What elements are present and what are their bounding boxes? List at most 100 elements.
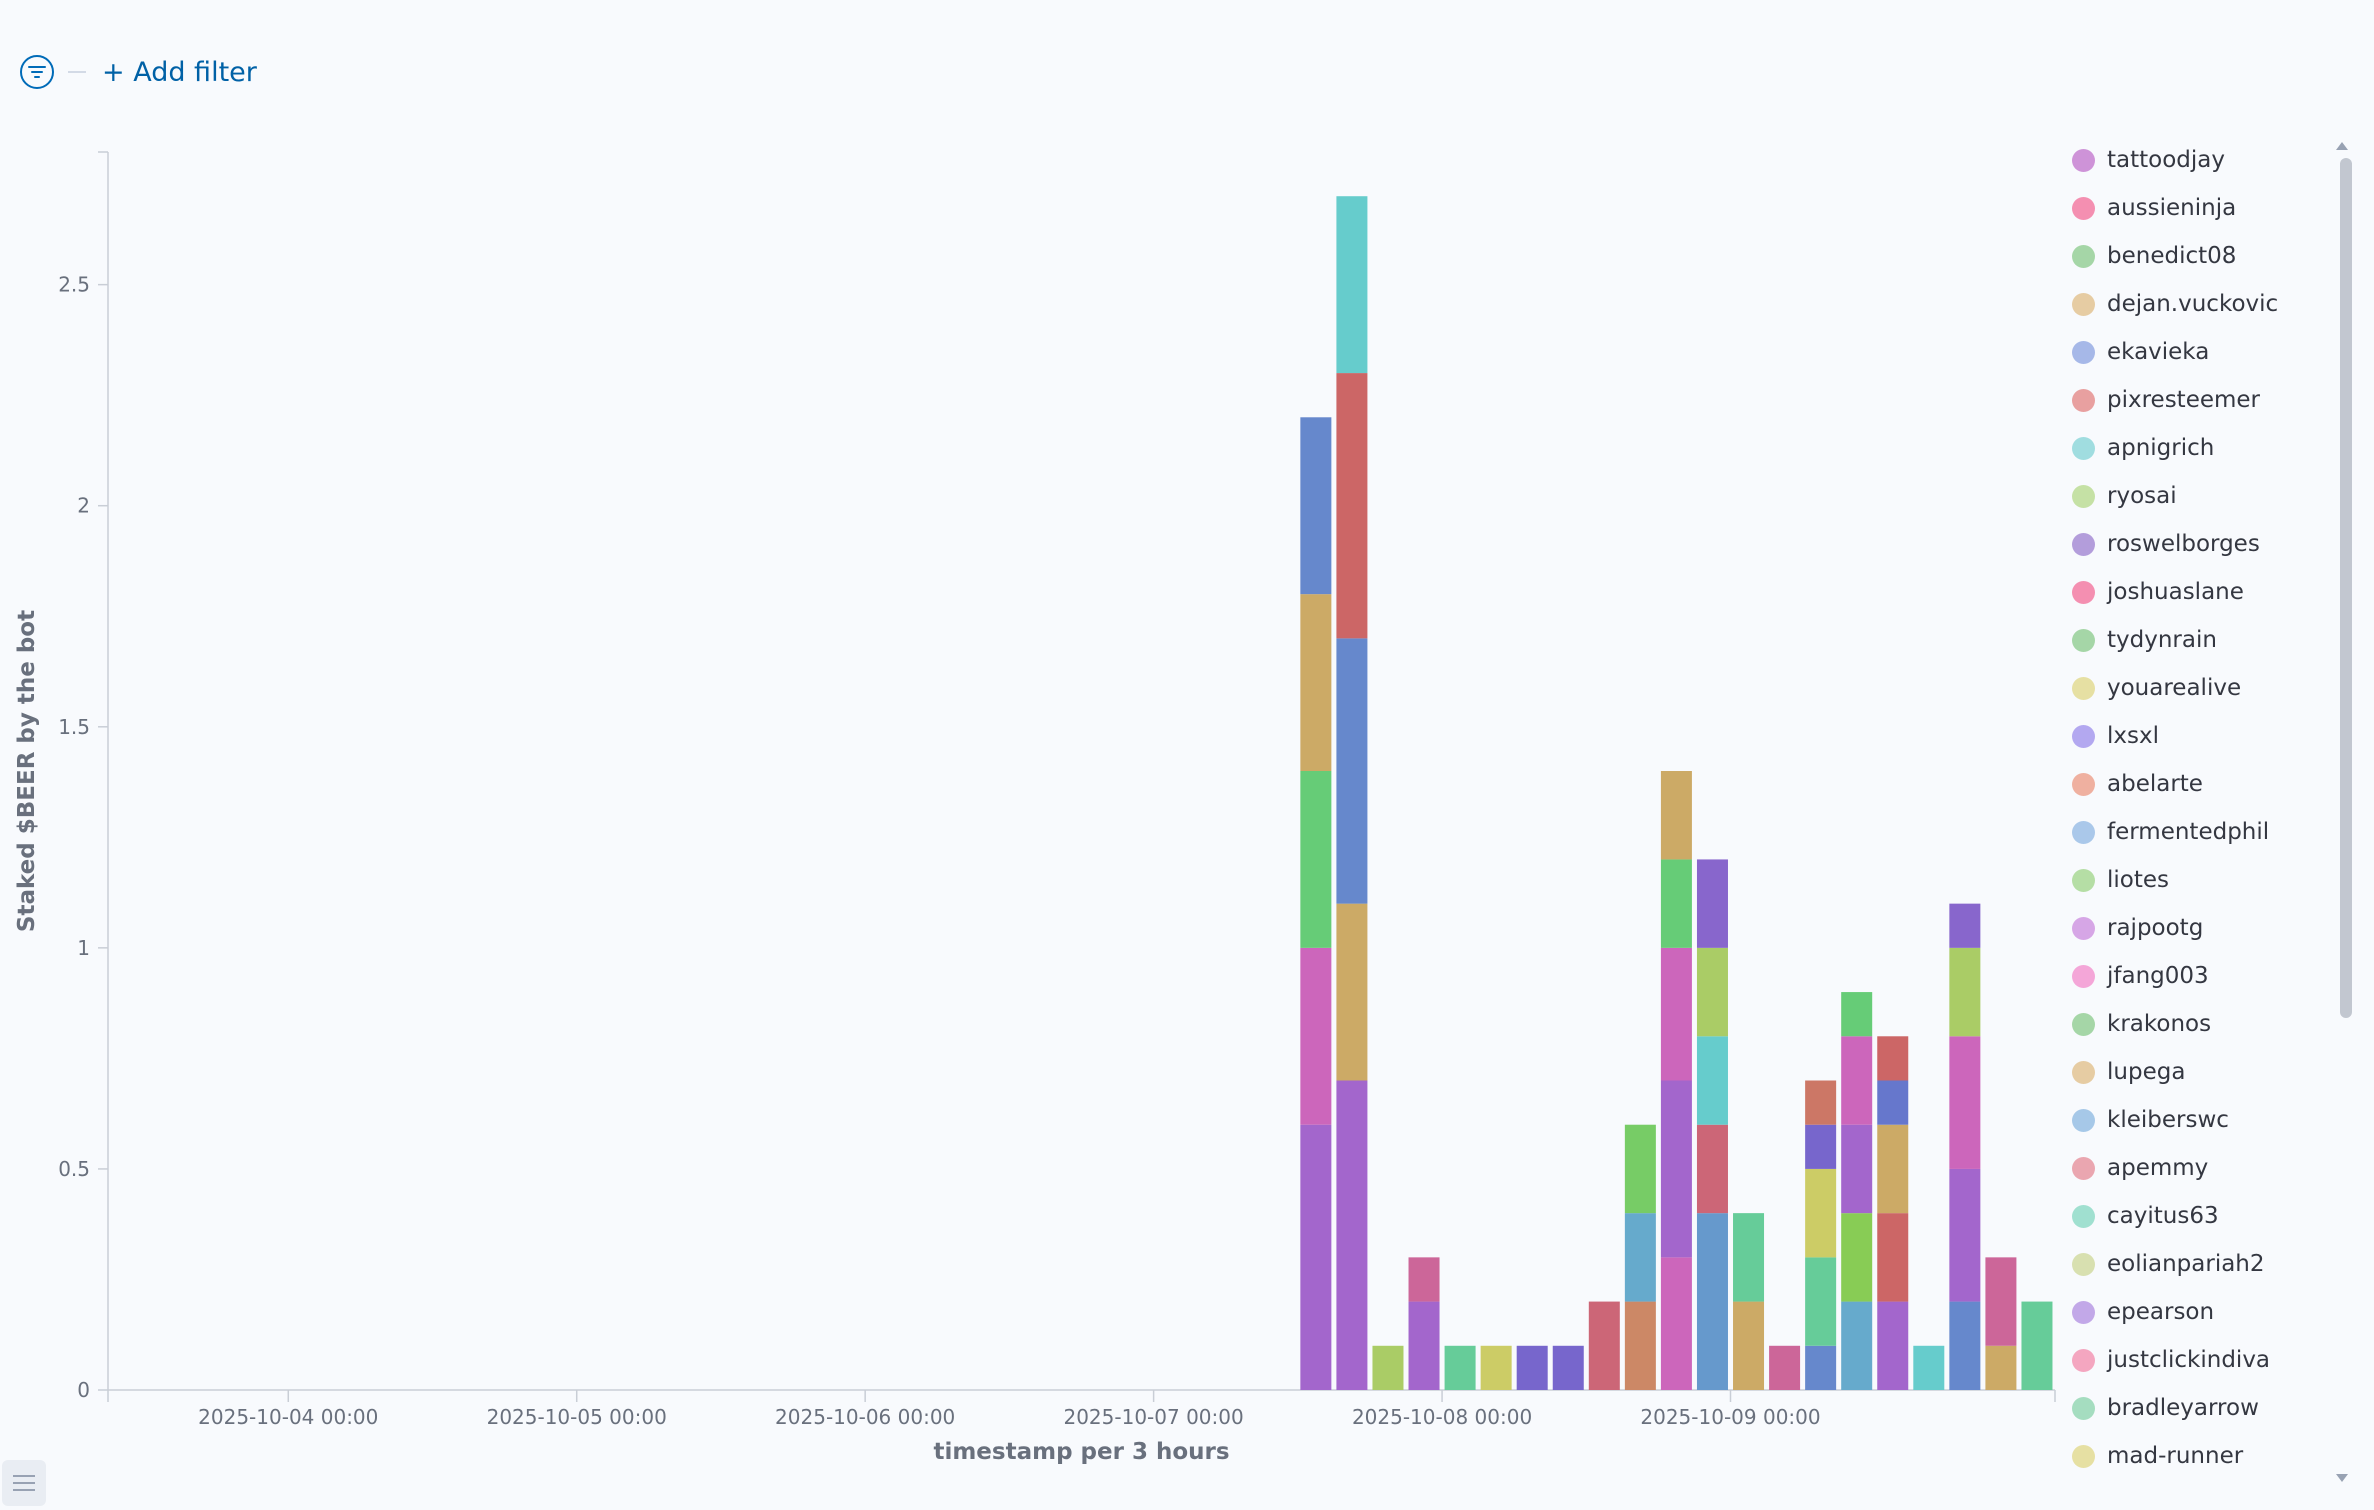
legend-item[interactable]: youarealive — [2060, 668, 2241, 708]
legend-item[interactable]: dejan.vuckovic — [2060, 284, 2278, 324]
bar-segment[interactable] — [1336, 373, 1368, 639]
bar-segment[interactable] — [1805, 1257, 1837, 1346]
bar-segment[interactable] — [2021, 1301, 2053, 1390]
bar-segment[interactable] — [1300, 417, 1332, 595]
bar-segment[interactable] — [1733, 1301, 1765, 1390]
bar-segment[interactable] — [1696, 1213, 1728, 1390]
legend-item[interactable]: epearson — [2060, 1292, 2214, 1332]
legend-item[interactable]: apemmy — [2060, 1148, 2208, 1188]
bar-segment[interactable] — [1624, 1301, 1656, 1390]
bar-segment[interactable] — [1552, 1345, 1584, 1390]
bar-segment[interactable] — [1805, 1168, 1837, 1258]
bar-segment[interactable] — [1696, 947, 1728, 1037]
legend-item[interactable]: eolianpariah2 — [2060, 1244, 2265, 1284]
bar-segment[interactable] — [1336, 638, 1368, 904]
legend-scroll-up-arrow-icon[interactable] — [2336, 142, 2348, 150]
legend-item[interactable]: krakonos — [2060, 1004, 2211, 1044]
bar-segment[interactable] — [1985, 1257, 2017, 1346]
legend-color-dot-icon — [2072, 1396, 2095, 1420]
bar-segment[interactable] — [1660, 1257, 1692, 1390]
bar-segment[interactable] — [1877, 1124, 1909, 1214]
bar-segment[interactable] — [1624, 1213, 1656, 1302]
bar-segment[interactable] — [1769, 1345, 1801, 1390]
add-filter-button[interactable]: + Add filter — [102, 56, 257, 88]
bar-segment[interactable] — [1480, 1345, 1512, 1390]
legend-item[interactable]: rajpootg — [2060, 908, 2203, 948]
bar-segment[interactable] — [1805, 1124, 1837, 1169]
legend-item[interactable]: cayitus63 — [2060, 1196, 2219, 1236]
bar-segment[interactable] — [1985, 1345, 2017, 1390]
legend-item[interactable]: lxsxl — [2060, 716, 2159, 756]
legend-item[interactable]: justclickindiva — [2060, 1340, 2270, 1380]
bar-segment[interactable] — [1877, 1301, 1909, 1390]
bar-segment[interactable] — [1949, 947, 1981, 1037]
bar-segment[interactable] — [1372, 1345, 1404, 1390]
bar-segment[interactable] — [1408, 1301, 1440, 1390]
legend-item[interactable]: liotes — [2060, 860, 2169, 900]
legend-label: joshuaslane — [2107, 579, 2244, 605]
bar-segment[interactable] — [1877, 1080, 1909, 1125]
bar-segment[interactable] — [1516, 1345, 1548, 1390]
bar-segment[interactable] — [1624, 1124, 1656, 1214]
bar-segment[interactable] — [1805, 1080, 1837, 1125]
legend-item[interactable]: jfang003 — [2060, 956, 2209, 996]
bar-segment[interactable] — [1733, 1213, 1765, 1302]
bar-segment[interactable] — [1300, 947, 1332, 1125]
legend-item[interactable]: tydynrain — [2060, 620, 2217, 660]
bar-segment[interactable] — [1588, 1301, 1620, 1390]
legend-item[interactable]: bradleyarrow — [2060, 1388, 2259, 1428]
bar-segment[interactable] — [1336, 1080, 1368, 1391]
legend-item[interactable]: abelarte — [2060, 764, 2203, 804]
bar-segment[interactable] — [1949, 903, 1981, 948]
bar-segment[interactable] — [1660, 947, 1692, 1081]
bar-segment[interactable] — [1696, 1124, 1728, 1214]
legend-label: kleiberswc — [2107, 1107, 2229, 1133]
legend-color-dot-icon — [2072, 1300, 2095, 1324]
bar-segment[interactable] — [1444, 1345, 1476, 1390]
bar-segment[interactable] — [1300, 771, 1332, 948]
legend-item[interactable]: lupega — [2060, 1052, 2185, 1092]
legend-item[interactable]: tattoodjay — [2060, 140, 2225, 180]
bar-segment[interactable] — [1949, 1301, 1981, 1390]
legend-scrollbar[interactable] — [2340, 158, 2352, 1018]
legend-item[interactable]: joshuaslane — [2060, 572, 2244, 612]
bar-segment[interactable] — [1408, 1257, 1440, 1302]
bar-segment[interactable] — [1841, 1213, 1873, 1302]
bar-segment[interactable] — [1660, 859, 1692, 948]
legend-item[interactable]: fermentedphil — [2060, 812, 2269, 852]
bar-segment[interactable] — [1336, 196, 1368, 374]
legend-toggle-button[interactable] — [2, 1460, 46, 1506]
bar-segment[interactable] — [1805, 1345, 1837, 1390]
bar-segment[interactable] — [1841, 1124, 1873, 1214]
legend-item[interactable]: pixresteemer — [2060, 380, 2260, 420]
bar-segment[interactable] — [1841, 1036, 1873, 1125]
bar-segment[interactable] — [1660, 771, 1692, 860]
legend-item[interactable]: kleiberswc — [2060, 1100, 2229, 1140]
bar-segment[interactable] — [1841, 1301, 1873, 1390]
bar-segment[interactable] — [1877, 1036, 1909, 1081]
legend-item[interactable]: mad-runner — [2060, 1436, 2243, 1476]
legend-item[interactable]: roswelborges — [2060, 524, 2260, 564]
bars — [1300, 196, 2053, 1391]
bar-segment[interactable] — [1300, 594, 1332, 771]
legend-item[interactable]: apnigrich — [2060, 428, 2214, 468]
legend-color-dot-icon — [2072, 916, 2095, 940]
bar-segment[interactable] — [1949, 1168, 1981, 1302]
bar-segment[interactable] — [1696, 859, 1728, 948]
legend-item[interactable]: benedict08 — [2060, 236, 2236, 276]
filter-menu-button[interactable] — [20, 55, 54, 89]
legend-color-dot-icon — [2072, 1444, 2095, 1468]
legend-item[interactable]: ekavieka — [2060, 332, 2209, 372]
bar-segment[interactable] — [1660, 1080, 1692, 1258]
bar-segment[interactable] — [1949, 1036, 1981, 1169]
bar-segment[interactable] — [1913, 1345, 1945, 1390]
bar-segment[interactable] — [1696, 1036, 1728, 1125]
bar-segment[interactable] — [1841, 992, 1873, 1037]
legend-label: roswelborges — [2107, 531, 2260, 557]
bar-segment[interactable] — [1877, 1213, 1909, 1302]
bar-segment[interactable] — [1336, 903, 1368, 1081]
bar-segment[interactable] — [1300, 1124, 1332, 1390]
legend-item[interactable]: ryosai — [2060, 476, 2177, 516]
legend-item[interactable]: aussieninja — [2060, 188, 2236, 228]
legend-scroll-down-arrow-icon[interactable] — [2336, 1474, 2348, 1482]
